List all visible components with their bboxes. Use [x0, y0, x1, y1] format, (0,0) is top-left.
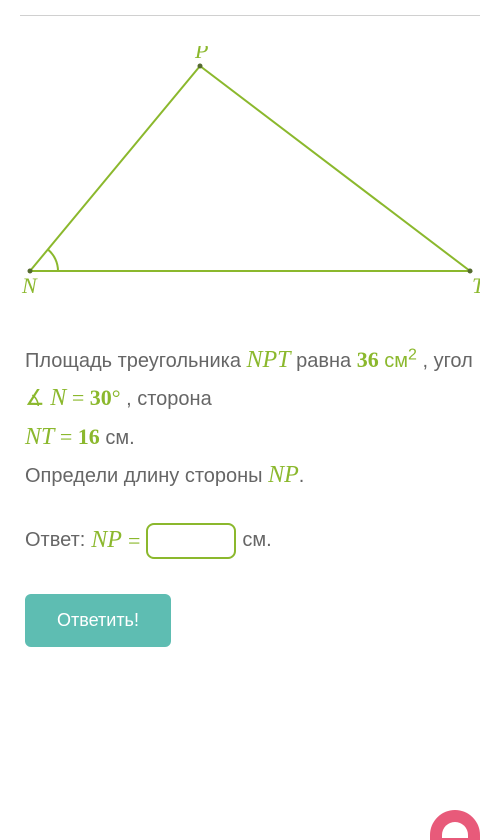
answer-var: NP [91, 527, 122, 554]
nt-unit: см. [100, 427, 135, 449]
vertex-dot-p [198, 64, 203, 69]
vertex-label-n: N [21, 273, 38, 298]
side-nt: NT [25, 424, 54, 450]
answer-input[interactable] [146, 523, 236, 559]
equals-sign: = [66, 385, 89, 410]
vertex-label-p: P [194, 46, 208, 63]
submit-button[interactable]: Ответить! [25, 594, 171, 647]
triangle-shape [30, 66, 470, 271]
side-np: NP [268, 462, 299, 488]
angle-symbol: ∡ [25, 385, 45, 410]
vertex-label-t: T [472, 273, 480, 298]
angle-value: 30 [90, 385, 112, 410]
area-value: 36 [357, 347, 379, 372]
answer-label: Ответ: [25, 529, 85, 552]
floating-help-button[interactable] [430, 810, 480, 840]
divider [20, 15, 480, 16]
triangle-name: NPT [247, 347, 291, 373]
text-segment: , угол [417, 350, 473, 372]
text-segment: Определи длину стороны [25, 465, 268, 487]
period: . [299, 465, 305, 487]
text-segment: равна [291, 350, 357, 372]
equals-sign: = [54, 424, 77, 449]
text-segment: , сторона [121, 388, 212, 410]
degree-symbol: ° [112, 385, 121, 410]
angle-var: N [50, 385, 66, 411]
angle-arc [48, 250, 58, 271]
answer-row: Ответ: NP = см. [25, 523, 475, 559]
answer-unit: см. [242, 529, 271, 552]
triangle-svg: P N T [20, 46, 480, 306]
help-icon [442, 822, 468, 838]
text-segment: Площадь треугольника [25, 350, 247, 372]
area-exponent: 2 [408, 346, 417, 363]
triangle-figure: P N T [20, 46, 480, 311]
nt-value: 16 [78, 424, 100, 449]
problem-text: Площадь треугольника NPT равна 36 см2 , … [25, 341, 475, 495]
area-unit: см [384, 350, 408, 372]
equals-sign: = [128, 528, 140, 554]
